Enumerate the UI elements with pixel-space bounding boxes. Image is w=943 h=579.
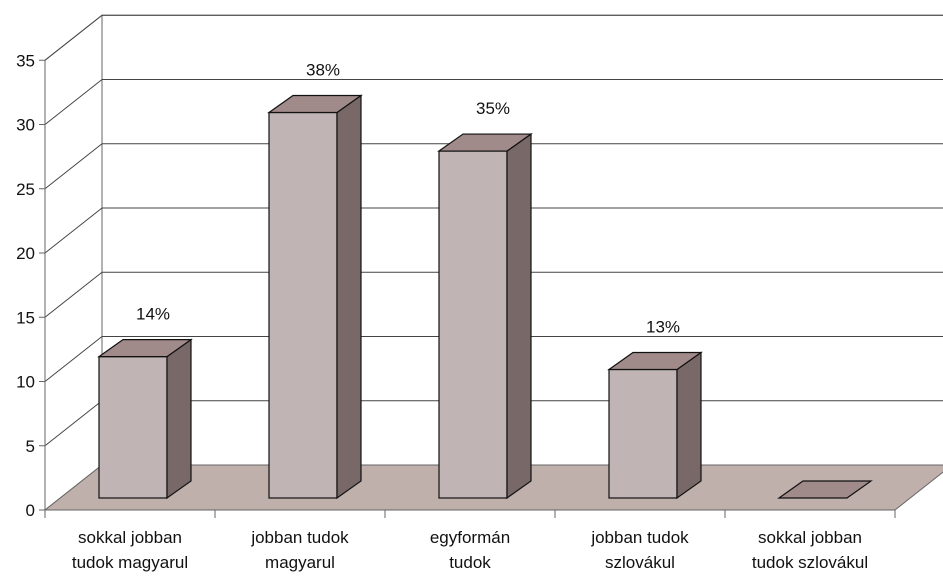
bar-top [607,351,703,371]
y-tick-label: 30 [16,116,35,135]
data-label: 38% [306,61,340,80]
left-wall [44,14,103,512]
y-tick-label: 25 [16,180,35,199]
gridline-diagonal [44,207,103,254]
y-tick-label: 0 [26,501,35,520]
bar [97,338,193,500]
gridline-diagonal [44,400,103,447]
x-tick-label: jobban tudok magyarul [250,528,349,572]
x-tick-label: sokkal jobban tudok szlovákul [752,528,868,572]
bar-front [98,356,168,499]
data-labels: 14% 38% 35% 13% [136,61,680,337]
y-tick-label: 15 [16,308,35,327]
bar [267,94,363,500]
bars [97,94,873,500]
gridline-diagonal [44,79,103,125]
bar-side [166,338,192,500]
data-label: 13% [646,318,680,337]
gridline-diagonal [44,14,103,61]
gridline-diagonal [44,143,103,190]
bar-top [267,94,363,114]
bar [777,480,873,499]
bar-front [608,368,678,499]
bar-front [268,111,338,499]
bar-top [437,133,533,152]
data-label: 35% [476,99,510,118]
bar-side [506,132,532,500]
bar-side [676,351,702,500]
x-axis: sokkal jobban tudok magyarul jobban tudok m… [44,510,896,572]
bar-front [438,150,508,499]
bar-top [777,480,873,499]
y-tick-label: 5 [26,437,35,456]
bar [607,351,703,500]
bar-side [336,94,362,500]
gridline-diagonal [44,271,103,318]
y-tick-label: 35 [16,51,35,70]
x-tick-label: jobban tudok szlovákul [590,528,689,572]
y-tick-label: 10 [16,373,35,392]
bar-top [97,339,193,358]
y-tick-label: 20 [16,244,35,263]
x-tick-label: egyformán tudok [430,528,510,572]
bar [437,132,533,500]
data-label: 14% [136,305,170,324]
gridline-diagonal [44,336,103,382]
y-axis: 0 5 10 15 20 25 30 35 [16,51,46,520]
x-tick-label: sokkal jobban tudok magyarul [72,528,188,572]
